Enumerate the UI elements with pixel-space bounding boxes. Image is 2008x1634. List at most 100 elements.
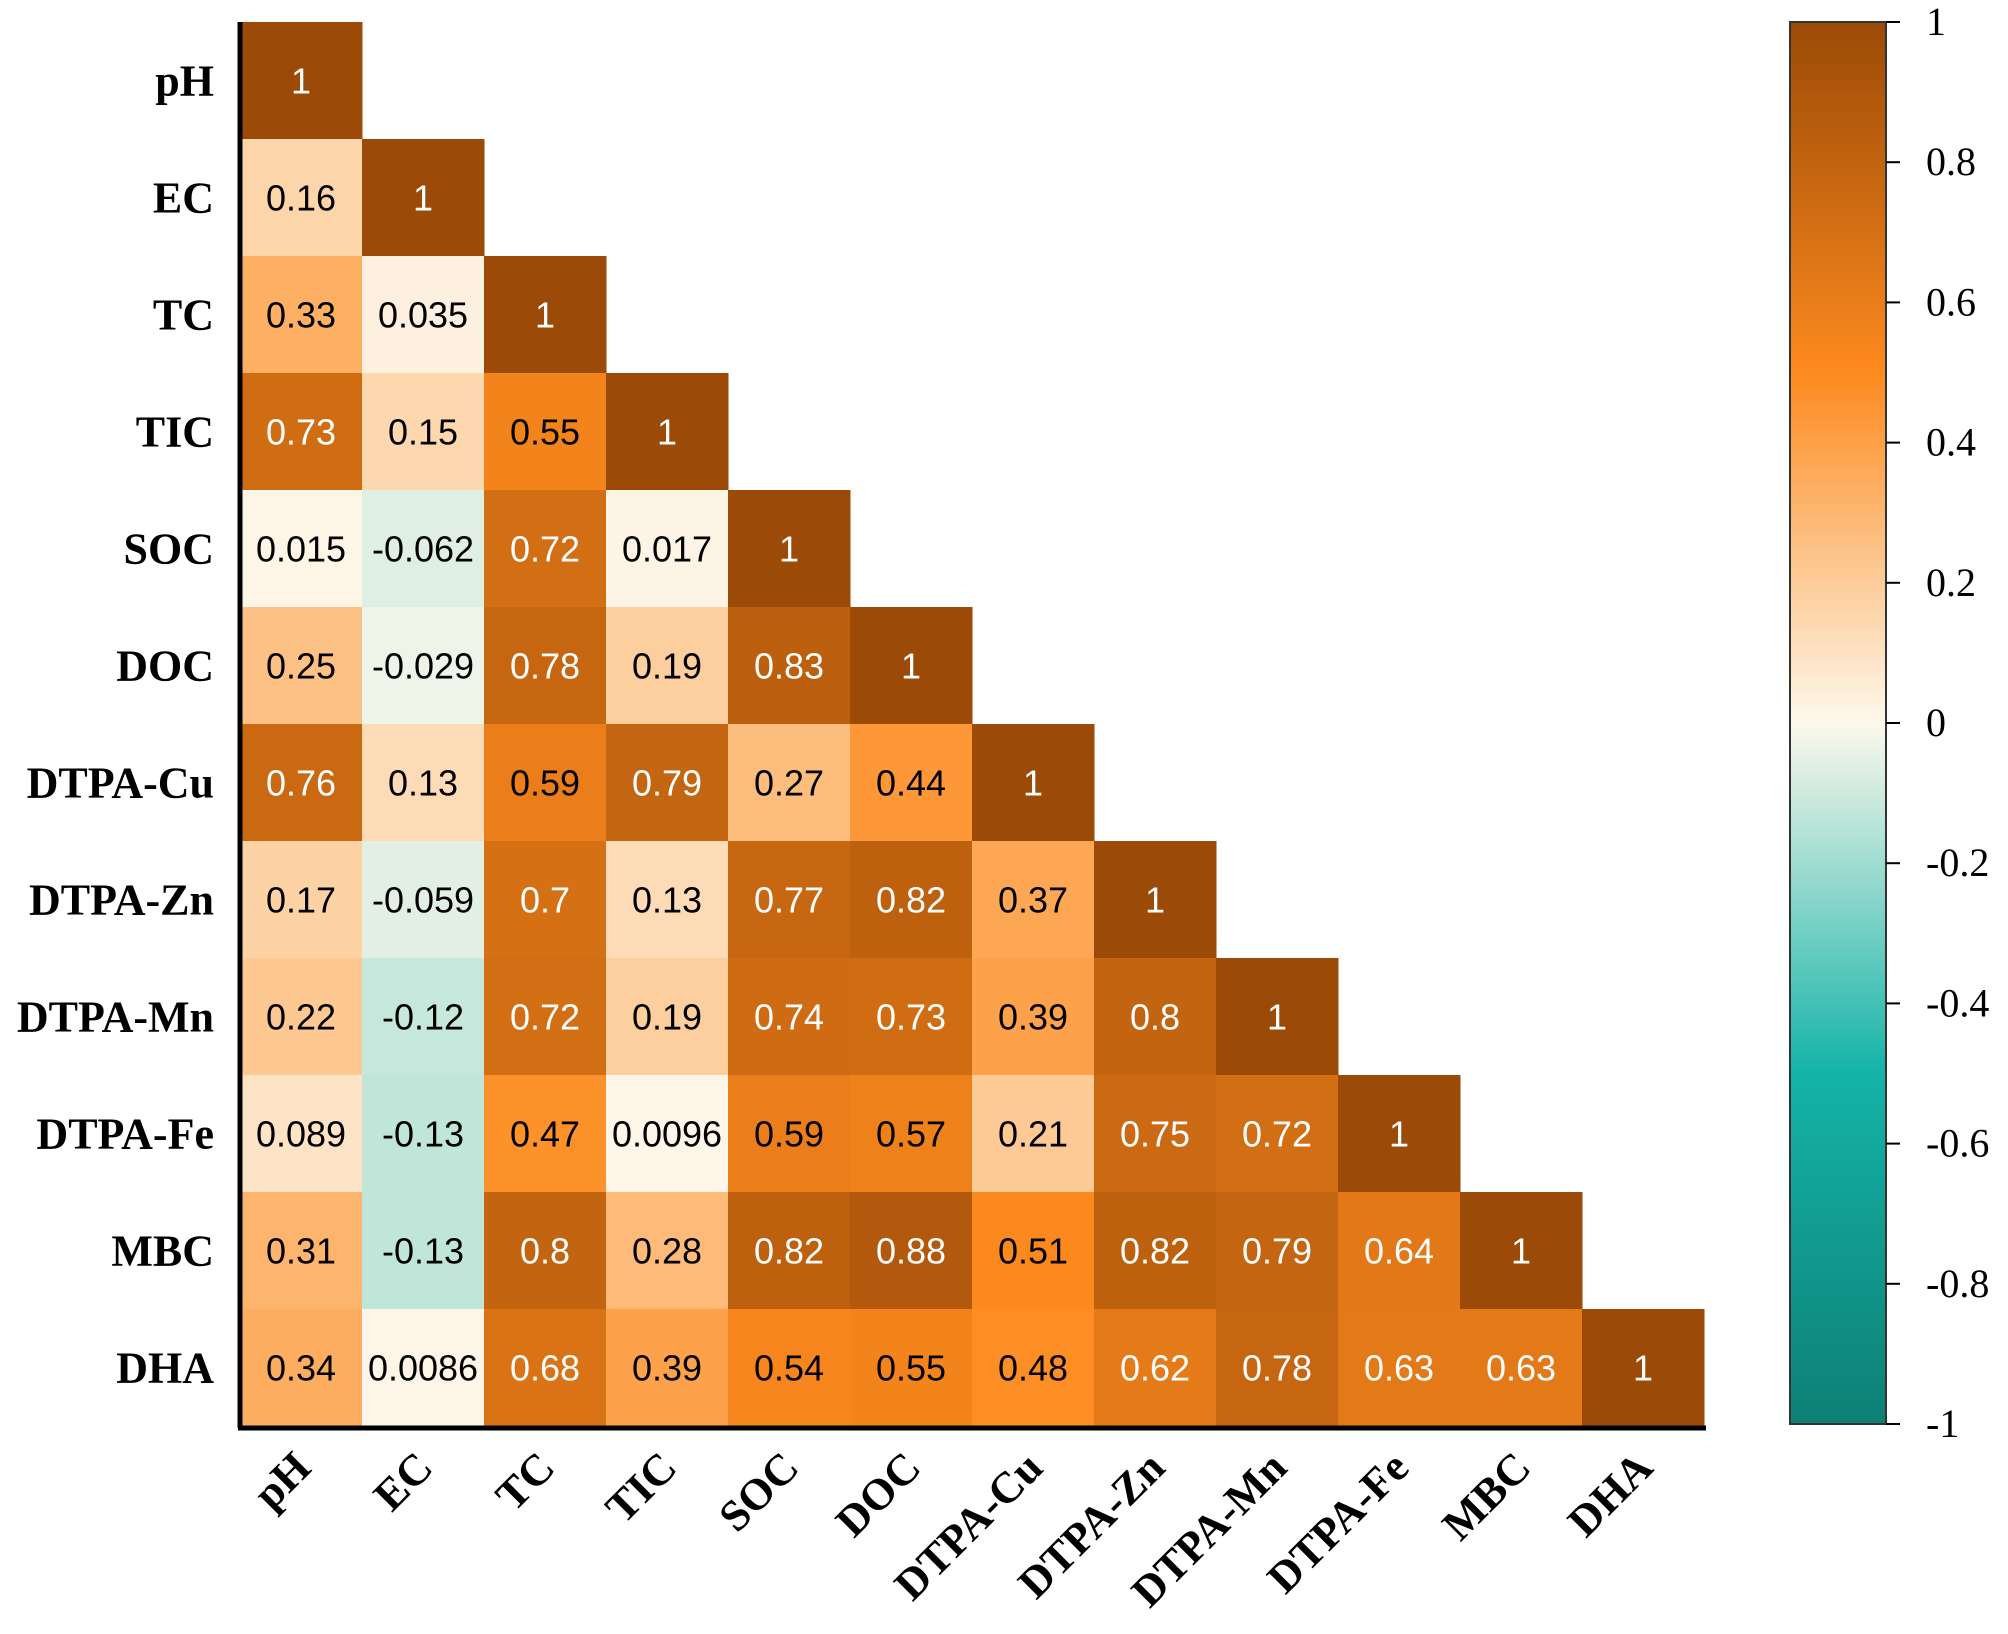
cell-value-DTPA-Zn-DTPA-Cu: 0.37 <box>998 880 1068 921</box>
cell-pH-pH <box>240 22 363 140</box>
cell-DTPA-Cu-DOC <box>850 724 973 842</box>
cell-DTPA-Fe-pH <box>240 1075 363 1193</box>
cell-value-DTPA-Cu-TC: 0.59 <box>510 763 580 804</box>
cell-value-DHA-DTPA-Cu: 0.48 <box>998 1348 1068 1389</box>
cell-value-DTPA-Cu-DOC: 0.44 <box>876 763 946 804</box>
cell-DTPA-Zn-DOC <box>850 841 973 959</box>
cell-value-DTPA-Mn-DTPA-Mn: 1 <box>1267 997 1287 1038</box>
row-label-DHA: DHA <box>116 1344 214 1393</box>
cell-DTPA-Zn-DTPA-Cu <box>972 841 1095 959</box>
cell-value-DHA-DTPA-Fe: 0.63 <box>1364 1348 1434 1389</box>
cell-MBC-DTPA-Cu <box>972 1192 1095 1310</box>
cell-value-DHA-TC: 0.68 <box>510 1348 580 1389</box>
row-label-DTPA-Mn: DTPA-Mn <box>17 993 214 1042</box>
colorbar-tick-label: 0.2 <box>1926 560 1976 605</box>
cell-value-DTPA-Fe-pH: 0.089 <box>256 1114 346 1155</box>
row-label-MBC: MBC <box>111 1227 214 1276</box>
cell-value-DOC-TC: 0.78 <box>510 646 580 687</box>
cell-value-DHA-SOC: 0.54 <box>754 1348 824 1389</box>
cell-MBC-DTPA-Zn <box>1094 1192 1217 1310</box>
cell-DTPA-Fe-TC <box>484 1075 607 1193</box>
cell-value-MBC-DTPA-Fe: 0.64 <box>1364 1231 1434 1272</box>
col-label-TIC: TIC <box>596 1442 686 1532</box>
row-label-DTPA-Fe: DTPA-Fe <box>36 1110 214 1159</box>
cell-value-DTPA-Zn-EC: -0.059 <box>372 880 474 921</box>
cell-value-MBC-MBC: 1 <box>1511 1231 1531 1272</box>
cell-value-SOC-pH: 0.015 <box>256 529 346 570</box>
cell-DTPA-Cu-TIC <box>606 724 729 842</box>
cell-SOC-EC <box>362 490 485 608</box>
cell-value-SOC-TIC: 0.017 <box>622 529 712 570</box>
colorbar-tick-label: -1 <box>1926 1401 1959 1446</box>
cell-EC-pH <box>240 139 363 257</box>
cell-DTPA-Fe-DTPA-Zn <box>1094 1075 1217 1193</box>
cell-MBC-DTPA-Fe <box>1338 1192 1461 1310</box>
cell-MBC-EC <box>362 1192 485 1310</box>
cell-DHA-TC <box>484 1309 607 1427</box>
cell-DOC-pH <box>240 607 363 725</box>
cell-value-DHA-DTPA-Zn: 0.62 <box>1120 1348 1190 1389</box>
cell-value-DTPA-Zn-pH: 0.17 <box>266 880 336 921</box>
cell-value-MBC-DTPA-Mn: 0.79 <box>1242 1231 1312 1272</box>
cell-value-TC-pH: 0.33 <box>266 295 336 336</box>
cell-MBC-TC <box>484 1192 607 1310</box>
cell-value-DTPA-Cu-DTPA-Cu: 1 <box>1023 763 1043 804</box>
cell-value-MBC-DTPA-Cu: 0.51 <box>998 1231 1068 1272</box>
cell-value-MBC-SOC: 0.82 <box>754 1231 824 1272</box>
cell-value-SOC-SOC: 1 <box>779 529 799 570</box>
cell-value-DTPA-Fe-SOC: 0.59 <box>754 1114 824 1155</box>
cell-DTPA-Zn-TIC <box>606 841 729 959</box>
cell-MBC-TIC <box>606 1192 729 1310</box>
cell-value-DHA-MBC: 0.63 <box>1486 1348 1556 1389</box>
cell-SOC-TIC <box>606 490 729 608</box>
cell-DTPA-Zn-pH <box>240 841 363 959</box>
cell-DTPA-Mn-pH <box>240 958 363 1076</box>
cell-DHA-EC <box>362 1309 485 1427</box>
cell-value-DTPA-Fe-EC: -0.13 <box>382 1114 464 1155</box>
col-label-MBC: MBC <box>1433 1442 1540 1549</box>
cell-value-DOC-TIC: 0.19 <box>632 646 702 687</box>
row-label-SOC: SOC <box>124 525 214 574</box>
colorbar-tick-label: 0.6 <box>1926 279 1976 324</box>
colorbar-tick-label: 0 <box>1926 700 1946 745</box>
row-label-TIC: TIC <box>136 408 214 457</box>
colorbar-gradient <box>1789 21 1887 1425</box>
cell-value-DTPA-Fe-TIC: 0.0096 <box>612 1114 722 1155</box>
column-labels: pH EC TC TIC SOC DOCDTPA-CuDTPA-ZnDTPA-MnDTPA… <box>244 1442 1662 1616</box>
cell-value-MBC-DTPA-Zn: 0.82 <box>1120 1231 1190 1272</box>
cell-value-DTPA-Cu-pH: 0.76 <box>266 763 336 804</box>
cell-value-TIC-TIC: 1 <box>657 412 677 453</box>
cell-MBC-pH <box>240 1192 363 1310</box>
cell-DTPA-Cu-TC <box>484 724 607 842</box>
cell-value-DTPA-Fe-DTPA-Mn: 0.72 <box>1242 1114 1312 1155</box>
col-label-SOC: SOC <box>709 1442 808 1541</box>
cell-value-DHA-pH: 0.34 <box>266 1348 336 1389</box>
cell-value-TIC-EC: 0.15 <box>388 412 458 453</box>
cell-DOC-SOC <box>728 607 851 725</box>
col-label-pH: pH <box>244 1442 320 1518</box>
cell-value-DTPA-Fe-DTPA-Zn: 0.75 <box>1120 1114 1190 1155</box>
cell-value-DOC-DOC: 1 <box>901 646 921 687</box>
heatmap-cells <box>240 22 1705 1427</box>
cell-value-MBC-EC: -0.13 <box>382 1231 464 1272</box>
cell-MBC-SOC <box>728 1192 851 1310</box>
cell-TIC-TIC <box>606 373 729 491</box>
cell-DOC-TIC <box>606 607 729 725</box>
colorbar-tick-label: -0.2 <box>1926 840 1989 885</box>
row-label-DOC: DOC <box>116 642 214 691</box>
col-label-DHA: DHA <box>1558 1442 1662 1546</box>
cell-DTPA-Mn-DTPA-Mn <box>1216 958 1339 1076</box>
cell-DTPA-Cu-EC <box>362 724 485 842</box>
cell-DTPA-Mn-SOC <box>728 958 851 1076</box>
cell-MBC-DTPA-Mn <box>1216 1192 1339 1310</box>
col-label-TC: TC <box>486 1442 564 1520</box>
cell-value-TC-EC: 0.035 <box>378 295 468 336</box>
cell-DOC-DOC <box>850 607 973 725</box>
row-label-TC: TC <box>153 291 214 340</box>
cell-DTPA-Fe-EC <box>362 1075 485 1193</box>
cell-value-DTPA-Zn-DOC: 0.82 <box>876 880 946 921</box>
colorbar-tick-label: -0.4 <box>1926 980 1989 1025</box>
cell-value-DTPA-Fe-DTPA-Fe: 1 <box>1389 1114 1409 1155</box>
cell-value-DOC-EC: -0.029 <box>372 646 474 687</box>
